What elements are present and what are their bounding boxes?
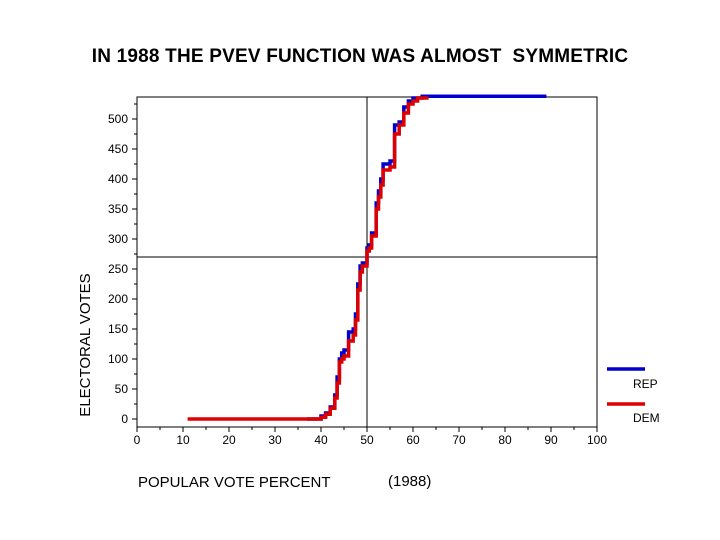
x-tick-label: 80	[498, 433, 512, 447]
x-axis-label: POPULAR VOTE PERCENT	[138, 474, 331, 491]
x-tick-label: 90	[544, 433, 558, 447]
x-axis-note: (1988)	[388, 473, 431, 490]
y-axis: 0 50 100 150 200 250 300 350 400 450 500	[108, 103, 137, 426]
x-tick-label: 0	[134, 433, 141, 447]
y-tick-label: 0	[121, 412, 128, 426]
chart-title: IN 1988 THE PVEV FUNCTION WAS ALMOST SYM…	[91, 46, 629, 67]
legend-label-rep: REP	[633, 377, 658, 391]
y-tick-label: 100	[108, 352, 128, 366]
y-tick-label: 200	[108, 292, 128, 306]
y-tick-label: 250	[108, 262, 128, 276]
x-tick-label: 40	[314, 433, 328, 447]
x-tick-label: 20	[222, 433, 236, 447]
y-tick-label: 150	[108, 322, 128, 336]
x-tick-label: 70	[452, 433, 466, 447]
y-tick-label: 50	[115, 382, 129, 396]
y-tick-label: 350	[108, 202, 128, 216]
series-line-dem	[187, 96, 429, 421]
series-lines	[187, 94, 547, 421]
x-tick-label: 30	[268, 433, 282, 447]
x-tick-label: 10	[176, 433, 190, 447]
x-tick-label: 60	[406, 433, 420, 447]
x-tick-label: 50	[360, 433, 374, 447]
y-tick-label: 300	[108, 232, 128, 246]
legend-label-dem: DEM	[633, 411, 660, 425]
y-axis-label: ELECTORAL VOTES	[77, 273, 94, 416]
series-line-rep	[307, 94, 547, 421]
y-tick-label: 450	[108, 142, 128, 156]
x-tick-label: 100	[587, 433, 607, 447]
x-axis: 0 10 20 30 40 50 60 70 80 90 100	[134, 427, 607, 447]
y-tick-label: 400	[108, 172, 128, 186]
legend: REP DEM	[607, 367, 660, 425]
y-tick-label: 500	[108, 112, 128, 126]
